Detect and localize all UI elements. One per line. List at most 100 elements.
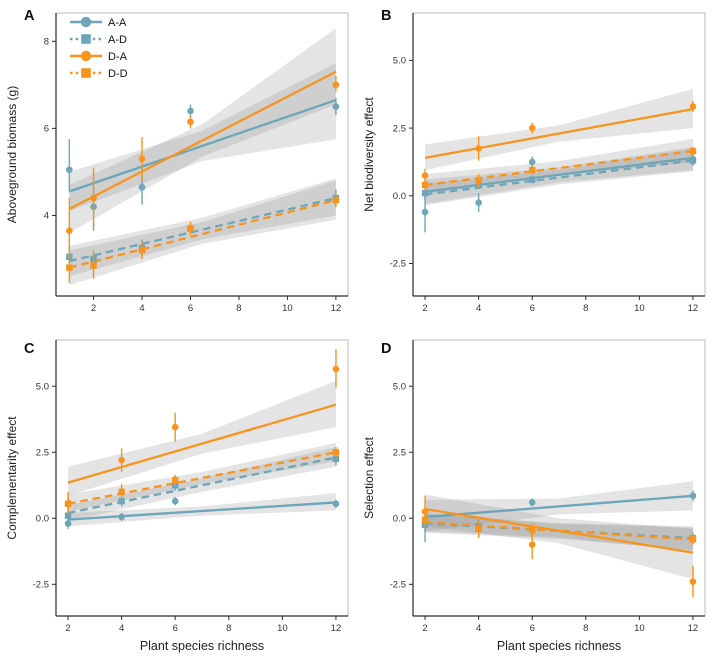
trend-line-A-A	[68, 98, 337, 193]
x-tick-label: 8	[583, 303, 588, 314]
x-tick-label: 4	[119, 623, 124, 634]
y-tick-label: -2.5	[33, 580, 49, 591]
trend-line-D-D	[69, 199, 337, 269]
y-tick-label: 4	[44, 211, 49, 222]
data-point-D-A	[421, 172, 429, 179]
ci-ribbon-D-A	[425, 88, 693, 171]
ci-ribbon-D-A	[68, 380, 336, 496]
y-tick-label: 0.0	[36, 513, 49, 524]
data-point-A-A	[421, 208, 429, 216]
data-point-D-A	[475, 145, 482, 152]
data-point-A-D	[332, 455, 340, 463]
panel-letter: B	[381, 8, 391, 24]
data-point-D-D	[529, 526, 536, 534]
data-point-D-D	[475, 525, 482, 533]
x-tick-label: 2	[65, 623, 70, 634]
trend-line-D-A	[424, 108, 694, 160]
data-point-D-A	[118, 456, 125, 464]
x-tick-label: 10	[634, 303, 645, 314]
legend-marker-A-A	[80, 16, 92, 28]
y-tick-label: 5.0	[36, 381, 49, 392]
panel-letter: C	[24, 341, 35, 357]
trend-line-D-A	[68, 70, 337, 210]
legend-label-A-D: A-D	[108, 34, 127, 46]
y-tick-label: 2.5	[393, 447, 406, 458]
x-tick-label: 12	[331, 303, 342, 314]
data-point-D-D	[332, 197, 340, 204]
trend-line-A-D	[67, 456, 337, 515]
legend-marker-D-A	[80, 50, 92, 62]
data-point-D-A	[528, 541, 536, 548]
y-axis-label: Net biodiversity effect	[362, 97, 376, 212]
y-tick-label: 0.0	[393, 513, 406, 524]
x-tick-label: 8	[583, 623, 588, 634]
data-point-A-A	[332, 500, 340, 508]
data-point-D-D	[421, 516, 429, 523]
x-tick-label: 6	[530, 303, 535, 314]
data-point-A-A	[64, 520, 72, 527]
ci-ribbon-A-A	[68, 493, 336, 527]
data-point-A-D	[64, 512, 72, 519]
panel-letter: A	[24, 8, 35, 24]
trend-line-A-D	[424, 159, 694, 196]
data-point-A-A	[118, 513, 125, 521]
x-tick-label: 10	[277, 623, 288, 634]
data-point-A-A	[528, 499, 536, 506]
data-point-D-D	[90, 262, 97, 269]
x-tick-label: 4	[476, 303, 481, 314]
data-point-D-A	[332, 365, 340, 373]
x-tick-label: 12	[688, 303, 699, 314]
y-axis-label: Complementarity effect	[5, 416, 19, 540]
y-tick-label: 5.0	[393, 56, 406, 67]
y-tick-label: 5.0	[393, 381, 406, 392]
data-point-D-D	[66, 264, 73, 271]
data-point-D-A	[171, 423, 179, 431]
y-tick-label: 0.0	[393, 191, 406, 202]
data-point-A-A	[475, 199, 482, 206]
data-point-D-A	[66, 227, 73, 234]
y-tick-label: 2.5	[36, 447, 49, 458]
data-point-D-A	[689, 578, 697, 585]
panel-aboveground-biomass: 2 4 6 8 10 12 4 6 8 Aboveground biomass (g) A A-A A-…	[0, 0, 357, 331]
data-point-D-D	[475, 177, 482, 185]
legend-label-D-D: D-D	[108, 68, 128, 80]
trend-line-D-A	[67, 403, 337, 484]
data-point-D-D	[421, 181, 429, 189]
x-tick-label: 12	[331, 623, 342, 634]
data-point-D-D	[138, 247, 146, 254]
ci-ribbon-D-D	[425, 138, 693, 195]
trend-line-A-A	[424, 494, 694, 519]
ci-ribbon-D-A	[425, 494, 693, 580]
y-tick-label: 8	[44, 37, 49, 48]
chart-D: 2 4 6 8 10 12 -2.5 0.0 2.5 5.0 Selection effect Pla…	[362, 339, 706, 653]
data-point-A-D	[421, 189, 429, 197]
panel-complementarity-effect: 2 4 6 8 10 12 -2.5 0.0 2.5 5.0 Complementarity eff…	[0, 331, 357, 662]
ci-ribbon-D-A	[69, 28, 336, 233]
data-point-A-A	[138, 183, 146, 191]
data-point-A-A	[332, 103, 340, 110]
legend-marker-D-D	[81, 68, 91, 78]
legend-label-D-A: D-A	[108, 51, 128, 63]
legend-marker-A-D	[81, 34, 91, 44]
data-point-D-A	[528, 124, 536, 132]
trend-line-D-A	[424, 507, 694, 554]
legend-label-A-A: A-A	[108, 17, 127, 29]
data-point-A-A	[171, 497, 179, 505]
x-tick-label: 4	[476, 623, 481, 634]
plot-border	[412, 339, 706, 617]
data-point-D-D	[187, 225, 194, 232]
y-axis-label: Aboveground biomass (g)	[5, 86, 19, 223]
trend-line-A-D	[69, 196, 337, 263]
trend-line-D-D	[67, 451, 337, 505]
x-tick-label: 6	[188, 303, 193, 314]
data-point-D-A	[187, 118, 194, 126]
data-point-A-A	[528, 158, 536, 166]
y-tick-label: -2.5	[390, 259, 406, 270]
x-tick-label: 6	[173, 623, 178, 634]
data-point-A-D	[529, 176, 536, 183]
panel-selection-effect: 2 4 6 8 10 12 -2.5 0.0 2.5 5.0 Selection effect Pla…	[357, 331, 714, 662]
data-point-D-A	[689, 103, 697, 110]
data-point-A-D	[689, 157, 697, 164]
y-tick-label: -2.5	[390, 580, 406, 591]
